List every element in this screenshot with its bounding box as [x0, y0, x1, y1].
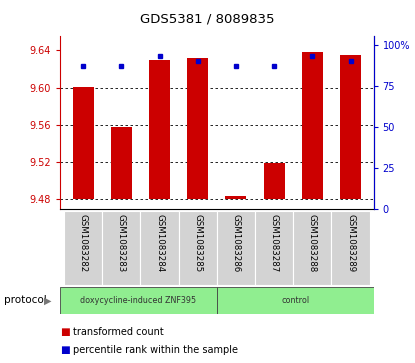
Text: transformed count: transformed count [73, 327, 164, 337]
Text: GSM1083285: GSM1083285 [193, 214, 202, 273]
Text: ▶: ▶ [44, 295, 51, 305]
Bar [187, 58, 208, 199]
Text: protocol: protocol [4, 295, 47, 305]
Bar [340, 55, 361, 199]
Bar [332, 211, 370, 285]
Text: GSM1083289: GSM1083289 [346, 214, 355, 272]
Bar [140, 211, 178, 285]
Text: GSM1083284: GSM1083284 [155, 214, 164, 273]
Text: GDS5381 / 8089835: GDS5381 / 8089835 [140, 13, 275, 26]
Bar [149, 60, 170, 199]
Bar [255, 211, 293, 285]
Text: ■: ■ [60, 345, 70, 355]
Bar [102, 211, 140, 285]
Bar [217, 211, 255, 285]
Bar [111, 127, 132, 199]
Bar [64, 211, 102, 285]
Text: doxycycline-induced ZNF395: doxycycline-induced ZNF395 [81, 296, 197, 305]
Bar [217, 287, 374, 314]
Text: GSM1083287: GSM1083287 [270, 214, 278, 273]
Text: ■: ■ [60, 327, 70, 337]
Bar [60, 287, 217, 314]
Bar [293, 211, 332, 285]
Text: GSM1083283: GSM1083283 [117, 214, 126, 273]
Bar [302, 52, 323, 199]
Bar [178, 211, 217, 285]
Bar [73, 87, 94, 199]
Bar [225, 196, 247, 199]
Text: control: control [281, 296, 309, 305]
Text: percentile rank within the sample: percentile rank within the sample [73, 345, 238, 355]
Text: GSM1083288: GSM1083288 [308, 214, 317, 273]
Bar [264, 163, 285, 199]
Text: GSM1083282: GSM1083282 [78, 214, 88, 273]
Text: GSM1083286: GSM1083286 [232, 214, 240, 273]
